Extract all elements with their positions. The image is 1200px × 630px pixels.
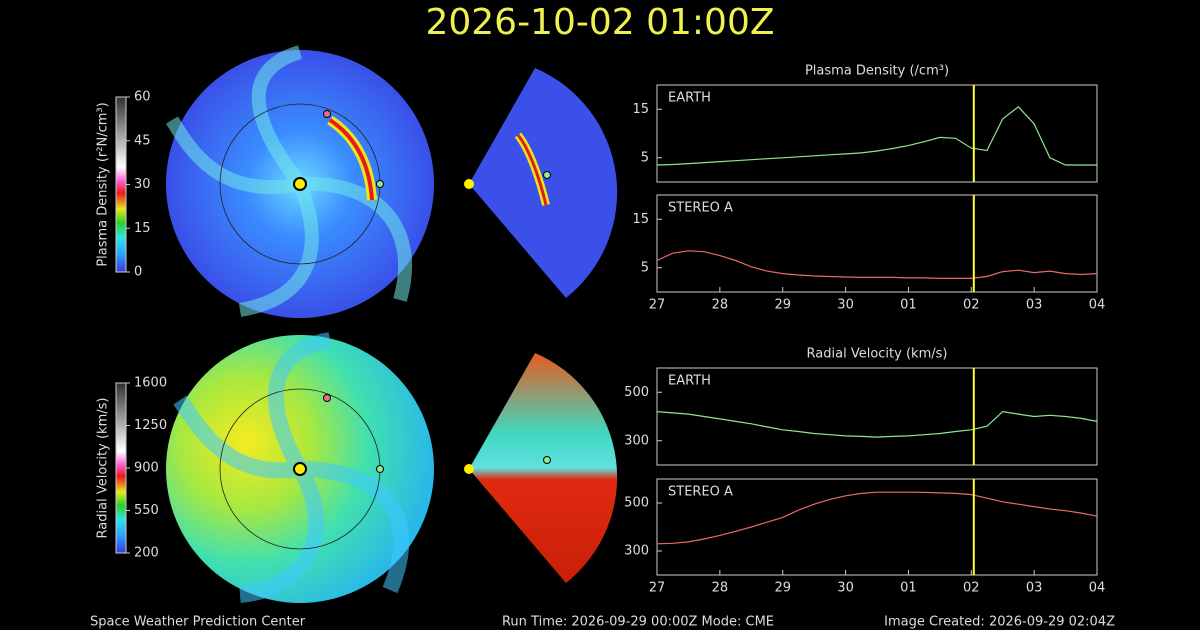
colorbar-tick-label: 45: [134, 133, 151, 148]
spiral: [173, 332, 410, 603]
velocity-wedge: [469, 353, 618, 583]
x-tick-label: 01: [900, 298, 917, 313]
colorbar: [115, 382, 127, 554]
stereo-a: [323, 110, 331, 118]
cme-core: [328, 118, 374, 201]
x-tick-label: 03: [1026, 298, 1043, 313]
x-tick-label: 28: [712, 298, 729, 313]
panel-frame: [656, 478, 1098, 576]
x-tick-label: 04: [1089, 581, 1106, 596]
x-tick-label: 27: [649, 298, 666, 313]
colorbar-tick-label: 1600: [134, 376, 167, 391]
sun: [464, 179, 474, 189]
earth: [543, 171, 551, 179]
earth: [376, 465, 384, 473]
title: 2026-10-02 01:00Z: [425, 2, 774, 43]
colorbar-label: Radial Velocity (km/s): [96, 398, 111, 539]
colorbar-tick-label: 1250: [134, 418, 167, 433]
series-name: EARTH: [668, 91, 711, 106]
footer-center: Run Time: 2026-09-29 00:00Z Mode: CME: [502, 615, 774, 630]
colorbar-label: Plasma Density (r²N/cm³): [96, 102, 111, 266]
colorbar-tick-label: 60: [134, 90, 151, 105]
x-tick-label: 29: [774, 298, 791, 313]
panel-frame: [656, 194, 1098, 293]
footer-right: Image Created: 2026-09-29 02:04Z: [884, 615, 1115, 630]
x-tick-label: 03: [1026, 581, 1043, 596]
series-line: [656, 491, 1098, 545]
earth: [376, 180, 384, 188]
x-tick-label: 02: [963, 581, 980, 596]
x-tick-label: 30: [837, 581, 854, 596]
colorbar-tick-label: 15: [134, 221, 151, 236]
colorbar: [115, 96, 127, 273]
footer-left: Space Weather Prediction Center: [90, 615, 306, 630]
y-tick-label: 5: [641, 150, 649, 165]
density-maps: [165, 45, 618, 318]
y-tick-label: 5: [641, 260, 649, 275]
x-tick-label: 30: [837, 298, 854, 313]
x-tick-label: 27: [649, 581, 666, 596]
y-tick-label: 300: [624, 433, 649, 448]
series-line: [656, 410, 1098, 438]
series-line: [656, 105, 1097, 166]
x-tick-label: 29: [774, 581, 791, 596]
colorbar-tick-label: 0: [134, 265, 142, 280]
panel-frame: [656, 84, 1098, 183]
panel-title: Plasma Density (/cm³): [805, 64, 949, 79]
sun: [464, 464, 474, 474]
x-tick-label: 28: [712, 581, 729, 596]
spiral: [165, 45, 412, 317]
x-tick-label: 01: [900, 581, 917, 596]
y-tick-label: 15: [632, 212, 649, 227]
x-tick-label: 04: [1089, 298, 1106, 313]
y-tick-label: 500: [624, 385, 649, 400]
colorbar-tick-label: 550: [134, 503, 159, 518]
stereo-a: [323, 394, 331, 402]
colorbar-tick-label: 900: [134, 461, 159, 476]
wedge-cme-core: [516, 134, 548, 206]
panel-title: Radial Velocity (km/s): [807, 347, 948, 362]
y-tick-label: 15: [632, 102, 649, 117]
y-tick-label: 300: [624, 544, 649, 559]
series-name: STEREO A: [668, 485, 733, 500]
x-tick-label: 02: [963, 298, 980, 313]
earth: [543, 456, 551, 464]
sun: [293, 462, 307, 476]
y-tick-label: 500: [624, 496, 649, 511]
series-name: STEREO A: [668, 201, 733, 216]
colorbar-tick-label: 200: [134, 546, 159, 561]
colorbar-tick-label: 30: [134, 177, 151, 192]
series-line: [656, 250, 1098, 279]
sun: [293, 177, 307, 191]
panel-frame: [656, 367, 1098, 466]
series-name: EARTH: [668, 374, 711, 389]
velocity-maps: [166, 332, 618, 603]
